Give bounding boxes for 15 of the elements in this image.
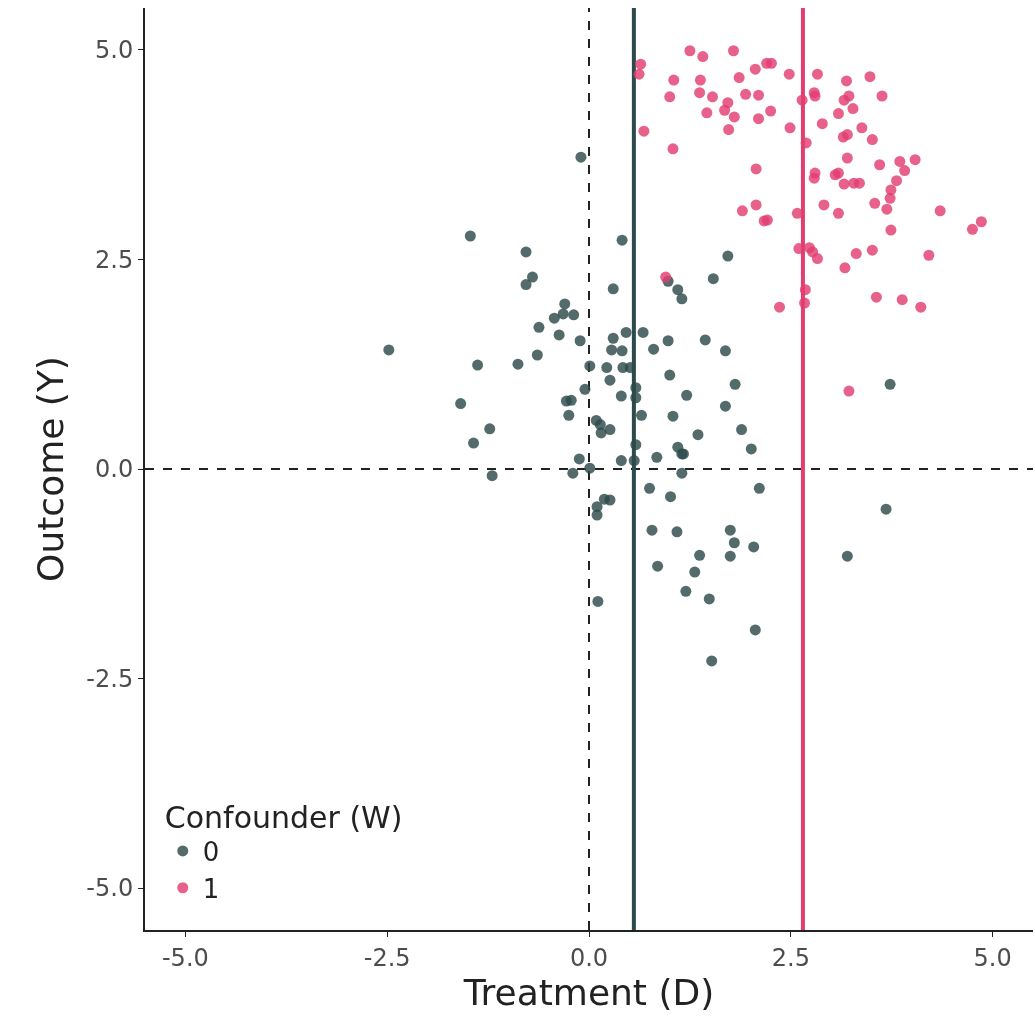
y-tick-label: -2.5 <box>86 664 134 693</box>
legend-title: Confounder (W) <box>164 799 403 835</box>
x-tick-label: 5.0 <box>973 943 1012 972</box>
y-tick-label: 5.0 <box>95 36 134 65</box>
x-tick-label: -2.5 <box>363 943 411 972</box>
y-tick-label: 0.0 <box>95 455 134 484</box>
x-tick-label: 2.5 <box>771 943 810 972</box>
x-tick-label: 0.0 <box>569 943 609 972</box>
legend-label: 0 <box>202 837 220 868</box>
y-tick-label: -5.0 <box>86 874 134 903</box>
y-axis-title: Outcome (Y) <box>29 356 71 582</box>
x-tick-label: -5.0 <box>161 943 209 972</box>
legend-label: 1 <box>202 873 220 904</box>
x-axis-title: Treatment (D) <box>462 971 715 1013</box>
y-tick-label: 2.5 <box>95 245 134 274</box>
